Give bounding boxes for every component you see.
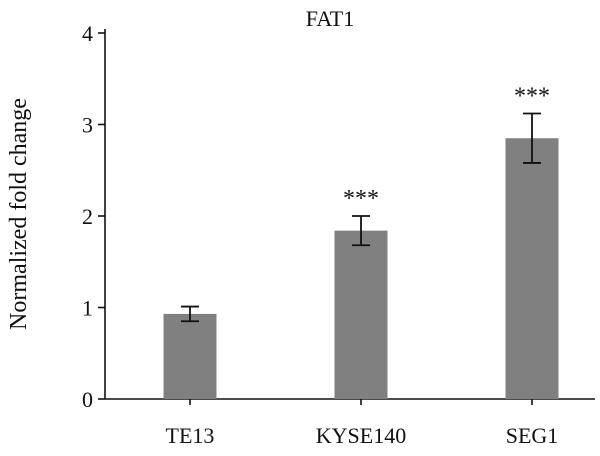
x-tick-label: SEG1 — [506, 423, 559, 448]
x-tick-label: TE13 — [166, 423, 215, 448]
plot-area: 0 1 2 3 4 TE13 KYSE140 *** SEG1 *** — [82, 21, 595, 448]
y-tick-label: 1 — [82, 296, 93, 321]
y-tick-label: 3 — [82, 113, 93, 138]
bar-kyse140 — [334, 230, 388, 399]
y-axis-label: Normalized fold change — [6, 98, 32, 330]
bar-seg1 — [505, 138, 559, 399]
significance-label: *** — [343, 186, 379, 212]
bar-te13 — [163, 313, 217, 399]
y-tick-label: 4 — [82, 21, 93, 46]
y-tick-label: 0 — [82, 387, 93, 412]
y-tick-label: 2 — [82, 204, 93, 229]
significance-label: *** — [514, 84, 550, 110]
x-tick-label: KYSE140 — [316, 423, 406, 448]
chart-title: FAT1 — [306, 6, 355, 31]
